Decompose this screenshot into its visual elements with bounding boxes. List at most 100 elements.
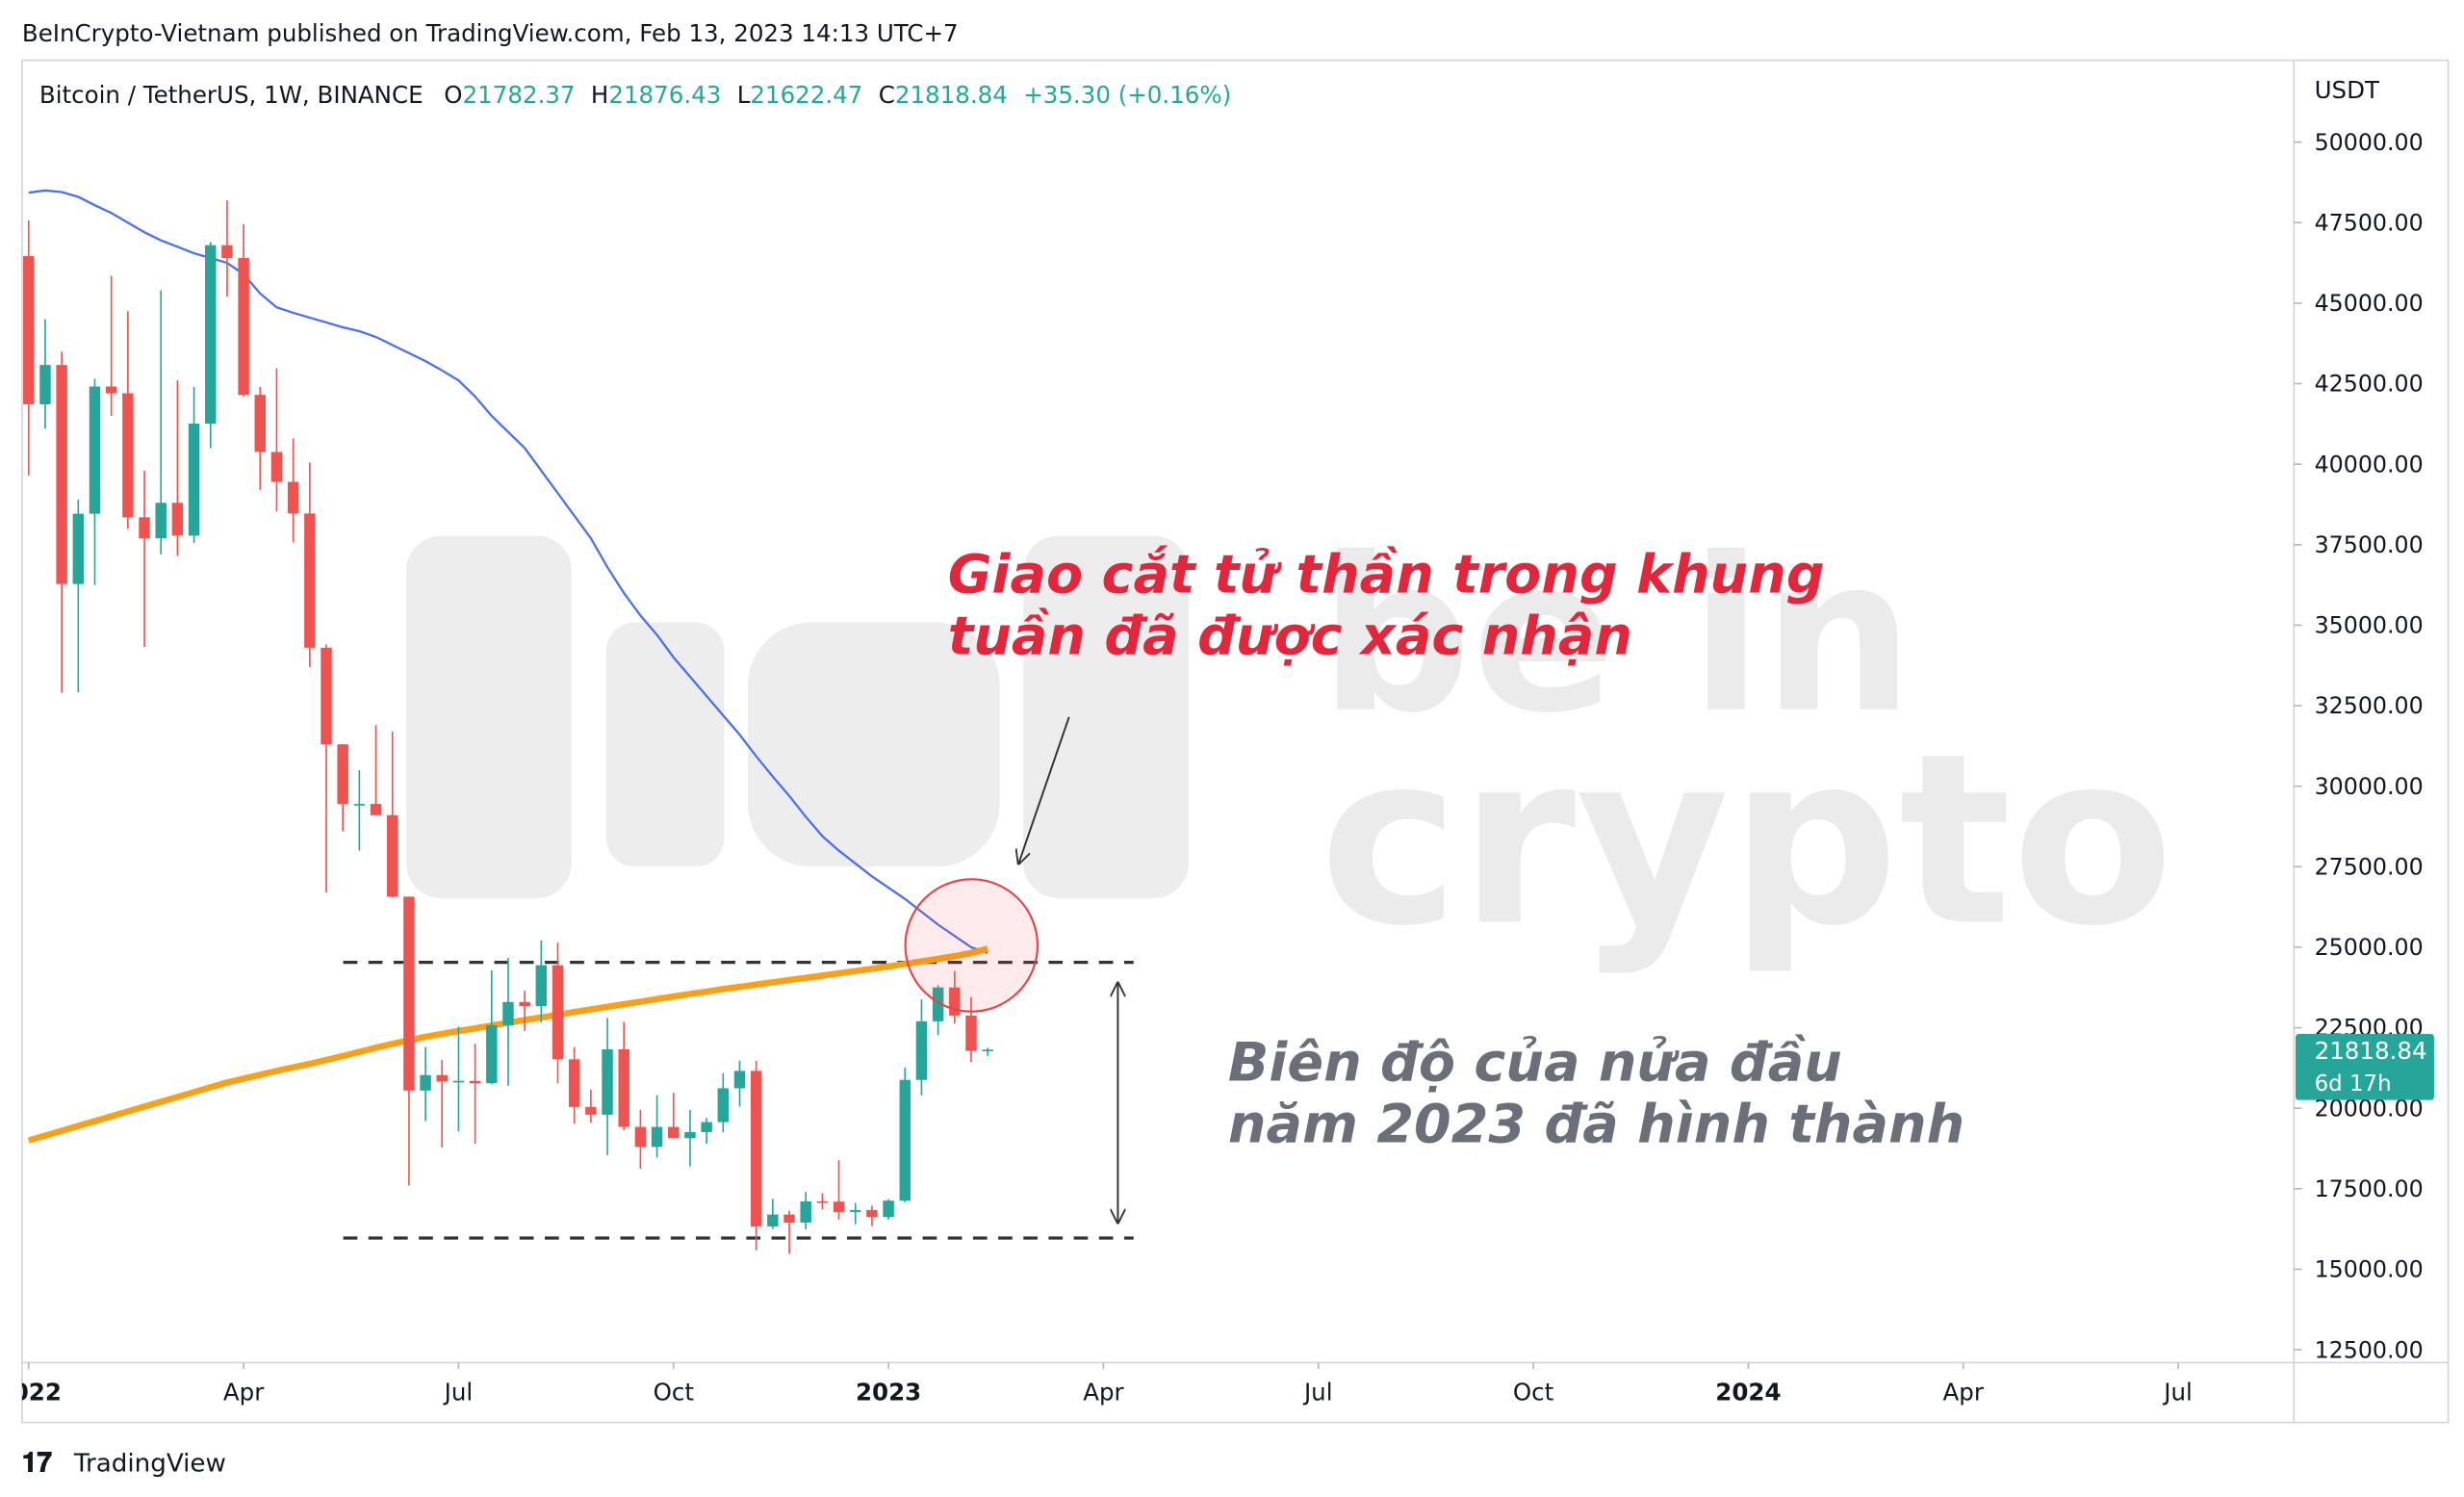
frame [21, 59, 2450, 1424]
change: +35.30 (+0.16%) [1023, 81, 1231, 109]
x-tick-label: Oct [654, 1379, 695, 1407]
candle-body [915, 1020, 928, 1080]
candle-body [171, 503, 184, 536]
x-tick-label: Apr [1083, 1379, 1124, 1407]
candle-body [701, 1122, 712, 1132]
candle-body [469, 1080, 481, 1084]
logo-shape [605, 622, 725, 867]
candle-body [684, 1131, 696, 1139]
candle-body [304, 513, 316, 648]
y-tick-label: 40000.00 [2315, 451, 2424, 477]
y-tick-label: 35000.00 [2315, 612, 2424, 639]
candle-body [502, 1001, 514, 1025]
x-tick-label: Apr [223, 1379, 265, 1407]
cross-highlight [904, 878, 1040, 1013]
candle-body [750, 1071, 762, 1226]
candle-body [486, 1024, 498, 1084]
watermark-text: crypto [1320, 702, 2174, 977]
plot [23, 189, 1134, 1254]
y-tick-label: 15000.00 [2315, 1256, 2424, 1283]
candle-body [155, 503, 167, 539]
candle-body [618, 1048, 629, 1127]
candle-body [89, 386, 101, 514]
annotations: Giao cắt tử thần trong khung tuần đã đượ… [948, 544, 1964, 1156]
candle-body [552, 965, 564, 1060]
candle-body [866, 1209, 878, 1218]
candle-body [238, 258, 249, 396]
published-line: BeInCrypto-Vietnam published on TradingV… [22, 19, 959, 47]
brand-logo: 𝟏𝟕 [22, 1446, 52, 1478]
candle-body [800, 1200, 811, 1223]
y-tick-label: 27500.00 [2315, 853, 2424, 880]
candle-body [105, 386, 117, 394]
candle-body [883, 1200, 894, 1218]
candle-body [585, 1106, 597, 1115]
y-tick-label: 50000.00 [2315, 129, 2424, 156]
price-tag [2295, 1033, 2434, 1100]
annotation: Biên độ của nửa đầu [1228, 1032, 1842, 1095]
ohlc-key: O [444, 81, 462, 109]
candle-body [717, 1088, 730, 1123]
ohlc-key: H [591, 81, 608, 109]
candle-body [982, 1049, 993, 1051]
x-tick-label: Jul [1302, 1379, 1333, 1407]
candle-body [56, 365, 67, 584]
candle-body [403, 896, 415, 1091]
y-tick-label: 42500.00 [2315, 371, 2424, 398]
candle-body [39, 365, 51, 404]
ma-line [28, 189, 988, 955]
x-tick-label: 2024 [1715, 1379, 1781, 1407]
candle-body [452, 1080, 465, 1083]
x-tick-label: Oct [1513, 1379, 1554, 1407]
annotation: tuần đã được xác nhận [948, 605, 1632, 667]
y-tick-label: 17500.00 [2315, 1175, 2424, 1202]
candle-body [287, 481, 299, 514]
candle-body [122, 393, 134, 518]
candle-body [436, 1074, 448, 1082]
candle-body [221, 245, 233, 259]
brand: TradingView [73, 1449, 226, 1478]
price-tag-value: 21818.84 [2315, 1037, 2427, 1065]
candle-body [535, 965, 548, 1007]
x-tick-label: 2022 [0, 1379, 62, 1407]
legend: Bitcoin / TetherUS, 1W, BINANCE O 21782.3… [39, 81, 1231, 109]
time-axis: 2022 Apr Jul Oct 2023 Apr Jul Oct 2024 Apr Jul [0, 1362, 2193, 1407]
symbol: Bitcoin / TetherUS, 1W, BINANCE [39, 81, 424, 109]
candle-body [850, 1209, 861, 1212]
logo-shape [406, 535, 572, 898]
arrow [1018, 716, 1070, 864]
candle-body [254, 395, 267, 452]
price-tag-countdown: 6d 17h [2315, 1071, 2392, 1097]
candle-body [767, 1214, 779, 1226]
logo-shape [747, 622, 1000, 867]
candle-body [353, 804, 366, 806]
ohlc-value: 21622.47 [750, 81, 862, 109]
candle-body [568, 1059, 580, 1107]
candle-body [965, 1015, 977, 1051]
candle-body [519, 1001, 530, 1007]
candle-body [949, 987, 961, 1016]
x-tick-label: Apr [1943, 1379, 1985, 1407]
candle-body [783, 1214, 795, 1223]
candle-body [72, 513, 85, 584]
candle-body [23, 256, 35, 404]
ohlc-value: 21818.84 [895, 81, 1008, 109]
candle-body [205, 245, 217, 424]
logo-shape [1023, 535, 1190, 898]
currency: USDT [2315, 76, 2380, 104]
x-tick-label: Jul [2162, 1379, 2193, 1407]
candle-body [602, 1048, 613, 1115]
y-tick-label: 30000.00 [2315, 773, 2424, 800]
candle-body [270, 452, 283, 482]
y-tick-label: 12500.00 [2315, 1336, 2424, 1363]
candle-body [833, 1201, 845, 1212]
candle-body [932, 987, 944, 1021]
candle-body [420, 1074, 431, 1091]
watermark-text: be in [1320, 513, 1914, 761]
ohlc-value: 21782.37 [463, 81, 576, 109]
candle-body [668, 1126, 680, 1139]
y-tick-label: 47500.00 [2315, 209, 2424, 236]
candle-body [816, 1200, 829, 1203]
